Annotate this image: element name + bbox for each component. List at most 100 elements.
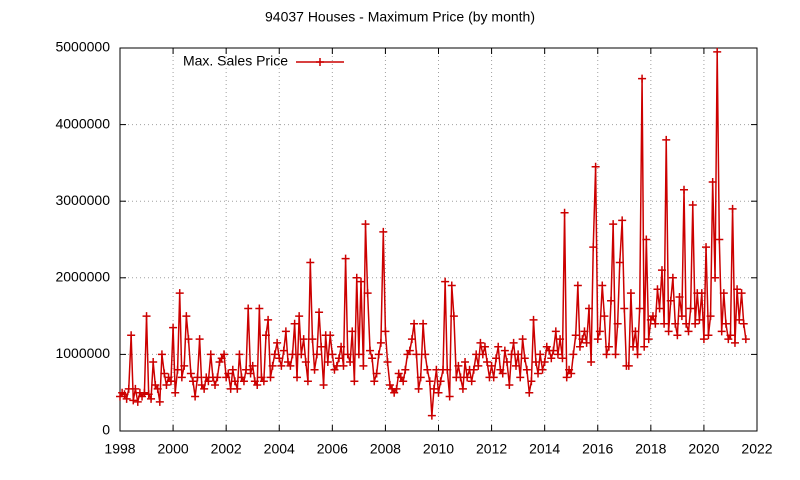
point-marker: [556, 335, 565, 344]
point-marker: [569, 350, 578, 359]
point-marker: [346, 358, 355, 367]
point-marker: [308, 335, 317, 344]
point-marker: [651, 319, 660, 328]
point-marker: [173, 365, 182, 374]
point-marker: [697, 289, 706, 298]
point-marker: [301, 358, 310, 367]
point-marker: [580, 327, 589, 336]
point-marker: [147, 394, 156, 403]
point-marker: [602, 350, 611, 359]
point-marker: [195, 335, 204, 344]
point-marker: [666, 296, 675, 305]
y-tick-label: 1000000: [55, 345, 110, 361]
point-marker: [640, 342, 649, 351]
point-marker: [624, 361, 633, 370]
point-marker: [193, 373, 202, 382]
point-marker: [662, 135, 671, 144]
point-marker: [246, 369, 255, 378]
point-marker: [279, 346, 288, 355]
point-marker: [295, 312, 304, 321]
x-tick-label: 2010: [423, 441, 454, 457]
point-marker: [244, 304, 253, 313]
point-marker: [290, 319, 299, 328]
point-marker: [715, 235, 724, 244]
point-marker: [635, 304, 644, 313]
point-marker: [492, 354, 501, 363]
point-marker: [733, 285, 742, 294]
point-marker: [706, 312, 715, 321]
point-marker: [354, 350, 363, 359]
point-marker: [551, 327, 560, 336]
point-marker: [379, 227, 388, 236]
x-tick-label: 2014: [529, 441, 560, 457]
point-marker: [160, 369, 169, 378]
point-marker: [657, 266, 666, 275]
point-marker: [328, 350, 337, 359]
point-marker: [726, 331, 735, 340]
point-marker: [157, 350, 166, 359]
point-marker: [266, 373, 275, 382]
point-marker: [233, 384, 242, 393]
y-tick-label: 5000000: [55, 39, 110, 55]
point-marker: [708, 178, 717, 187]
point-marker: [423, 365, 432, 374]
point-marker: [184, 335, 193, 344]
point-marker: [680, 185, 689, 194]
point-marker: [149, 358, 158, 367]
point-marker: [618, 216, 627, 225]
point-marker: [609, 220, 618, 229]
point-marker: [631, 327, 640, 336]
point-marker: [463, 373, 472, 382]
point-marker: [140, 388, 149, 397]
x-tick-label: 2004: [264, 441, 295, 457]
point-marker: [478, 350, 487, 359]
x-tick-label: 2002: [211, 441, 242, 457]
point-marker: [607, 296, 616, 305]
point-marker: [204, 377, 213, 386]
point-marker: [730, 338, 739, 347]
point-marker: [686, 304, 695, 313]
point-marker: [655, 304, 664, 313]
point-marker: [571, 331, 580, 340]
point-marker: [416, 373, 425, 382]
point-marker: [626, 289, 635, 298]
point-marker: [717, 327, 726, 336]
point-marker: [575, 342, 584, 351]
point-marker: [711, 273, 720, 282]
point-marker: [441, 277, 450, 286]
point-marker: [425, 377, 434, 386]
point-marker: [512, 361, 521, 370]
point-marker: [259, 377, 268, 386]
point-marker: [547, 354, 556, 363]
point-marker: [677, 312, 686, 321]
point-marker: [668, 273, 677, 282]
point-marker: [713, 47, 722, 56]
point-marker: [144, 390, 153, 399]
point-marker: [414, 384, 423, 393]
point-marker: [341, 254, 350, 263]
point-marker: [502, 358, 511, 367]
x-tick-label: 2022: [741, 441, 772, 457]
point-marker: [562, 373, 571, 382]
point-marker: [702, 243, 711, 252]
point-marker: [578, 335, 587, 344]
point-marker: [721, 319, 730, 328]
point-marker: [419, 319, 428, 328]
y-tick-label: 3000000: [55, 192, 110, 208]
point-marker: [255, 304, 264, 313]
point-marker: [230, 377, 239, 386]
point-marker: [235, 350, 244, 359]
point-marker: [142, 312, 151, 321]
plot-frame: [119, 47, 758, 432]
point-marker: [401, 365, 410, 374]
x-tick-label: 2016: [582, 441, 613, 457]
point-marker: [370, 377, 379, 386]
point-marker: [600, 312, 609, 321]
x-tick-label: 2000: [158, 441, 189, 457]
point-marker: [343, 350, 352, 359]
point-marker: [253, 381, 262, 390]
x-tick-label: 2018: [635, 441, 666, 457]
point-marker: [264, 315, 273, 324]
point-marker: [200, 384, 209, 393]
point-marker: [129, 396, 138, 405]
